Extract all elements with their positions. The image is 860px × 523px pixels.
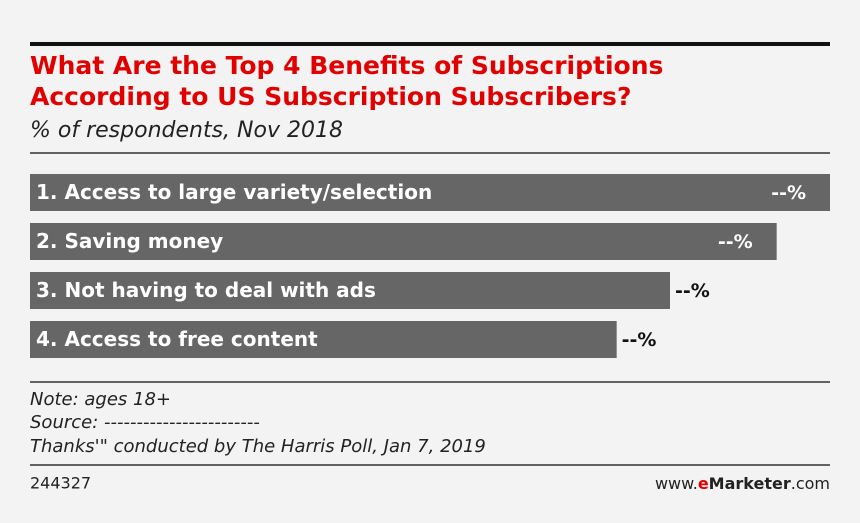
site-part: Marketer [709,474,791,493]
bar [30,272,670,309]
value-label: --% [622,329,657,351]
category-label: 1. Access to large variety/selection [36,180,432,204]
value-label: --% [771,182,806,204]
chart-title: According to US Subscription Subscribers… [30,82,631,111]
note: Note: ages 18+ [30,389,171,410]
credit: Thanks'" conducted by The Harris Poll, J… [30,436,486,457]
site: www.eMarketer.com [655,474,830,493]
category-label: 3. Not having to deal with ads [36,278,376,302]
bar [30,321,617,358]
bar [30,223,777,260]
value-label: --% [718,231,753,253]
site-part: e [698,474,709,493]
site-part: www. [655,474,698,493]
source: Source: ------------------------ [30,412,260,433]
site-part: .com [791,474,830,493]
value-label: --% [675,280,710,302]
category-label: 2. Saving money [36,229,223,253]
bar [30,174,830,211]
chart-subtitle: % of respondents, Nov 2018 [30,118,343,143]
category-label: 4. Access to free content [36,327,318,351]
chart-title: What Are the Top 4 Benefits of Subscript… [30,51,663,80]
chart-id: 244327 [30,474,91,493]
